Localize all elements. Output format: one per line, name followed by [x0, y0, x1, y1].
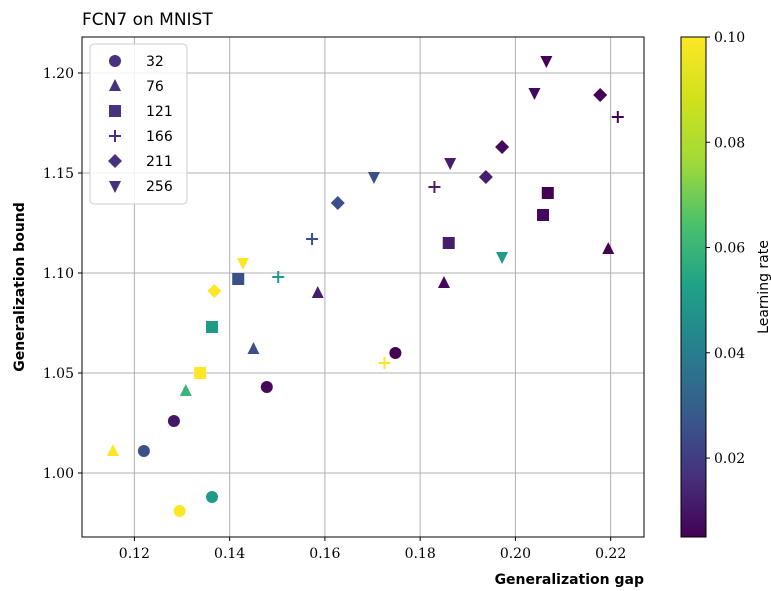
legend-label: 32 [146, 54, 164, 70]
y-tick-label: 1.20 [43, 66, 74, 82]
x-axis-title: Generalization gap [495, 572, 644, 588]
x-tick-label: 0.22 [595, 546, 626, 562]
colorbar-ticks: 0.02 0.04 0.06 0.08 0.10 [706, 30, 745, 467]
colorbar-tick-label: 0.02 [714, 451, 745, 467]
legend-label: 166 [146, 129, 173, 145]
colorbar-tick-label: 0.10 [714, 30, 745, 46]
x-tick-label: 0.20 [500, 546, 531, 562]
y-tick-label: 1.10 [43, 266, 74, 282]
legend-marker-triangle-down [109, 181, 121, 193]
data-point-square [194, 367, 207, 379]
legend-marker-diamond [108, 154, 122, 168]
data-point-triangle-up [106, 444, 119, 456]
plot-frame [81, 36, 645, 538]
y-axis-title: Generalization bound [12, 202, 28, 372]
legend: 32 76 121 166 211 256 [89, 43, 188, 205]
legend-label: 121 [146, 104, 173, 120]
data-point-square [537, 209, 550, 221]
x-tick-label: 0.16 [309, 546, 340, 562]
legend-marker-square [109, 105, 121, 117]
chart-title: FCN7 on MNIST [82, 10, 213, 30]
data-point-plus [306, 233, 319, 245]
data-point-triangle-down [496, 252, 509, 264]
data-point-plus [611, 111, 624, 123]
y-tick-label: 1.05 [43, 366, 74, 382]
legend-marker-circle [109, 55, 121, 67]
data-point-triangle-up [311, 286, 324, 298]
data-point-triangle-down [528, 88, 541, 100]
data-point-circle [167, 415, 180, 427]
data-point-diamond [207, 284, 222, 298]
data-point-square [541, 187, 554, 199]
data-point-circle [260, 381, 273, 393]
x-tick-label: 0.12 [119, 546, 150, 562]
legend-label: 256 [146, 179, 173, 195]
data-point-plus [428, 181, 441, 193]
y-axis-ticks: 1.00 1.05 1.10 1.15 1.20 [43, 66, 82, 482]
y-tick-label: 1.00 [43, 466, 74, 482]
data-point-diamond [593, 88, 608, 102]
data-point-triangle-down [540, 56, 553, 68]
colorbar [680, 36, 707, 538]
data-point-circle [173, 505, 186, 517]
data-point-diamond [330, 196, 345, 210]
legend-label: 211 [146, 154, 173, 170]
data-point-triangle-up [247, 342, 260, 354]
y-tick-label: 1.15 [43, 166, 74, 182]
colorbar-gradient [680, 36, 707, 538]
data-point-circle [206, 491, 219, 503]
colorbar-title: Learning rate [756, 240, 771, 334]
legend-marker-triangle-up [109, 79, 121, 91]
data-point-triangle-up [602, 242, 615, 254]
data-point-triangle-down [236, 258, 249, 270]
data-markers [106, 56, 624, 517]
data-point-triangle-up [179, 384, 192, 396]
data-point-square [206, 321, 219, 333]
data-point-circle [389, 347, 402, 359]
colorbar-tick-label: 0.06 [714, 241, 745, 257]
data-point-triangle-up [437, 276, 450, 288]
data-point-diamond [478, 170, 493, 184]
colorbar-tick-label: 0.08 [714, 135, 745, 151]
x-axis-ticks: 0.12 0.14 0.16 0.18 0.20 0.22 [119, 537, 626, 562]
data-point-square [232, 273, 245, 285]
data-point-triangle-down [444, 158, 457, 170]
legend-label: 76 [146, 79, 164, 95]
colorbar-tick-label: 0.04 [714, 346, 745, 362]
data-point-plus [272, 271, 285, 283]
data-point-triangle-down [367, 172, 380, 184]
legend-marker-plus [109, 130, 121, 142]
x-tick-label: 0.14 [214, 546, 245, 562]
data-point-circle [137, 445, 150, 457]
x-tick-label: 0.18 [405, 546, 436, 562]
data-point-square [442, 237, 455, 249]
data-point-diamond [495, 140, 510, 154]
data-point-plus [378, 357, 391, 369]
